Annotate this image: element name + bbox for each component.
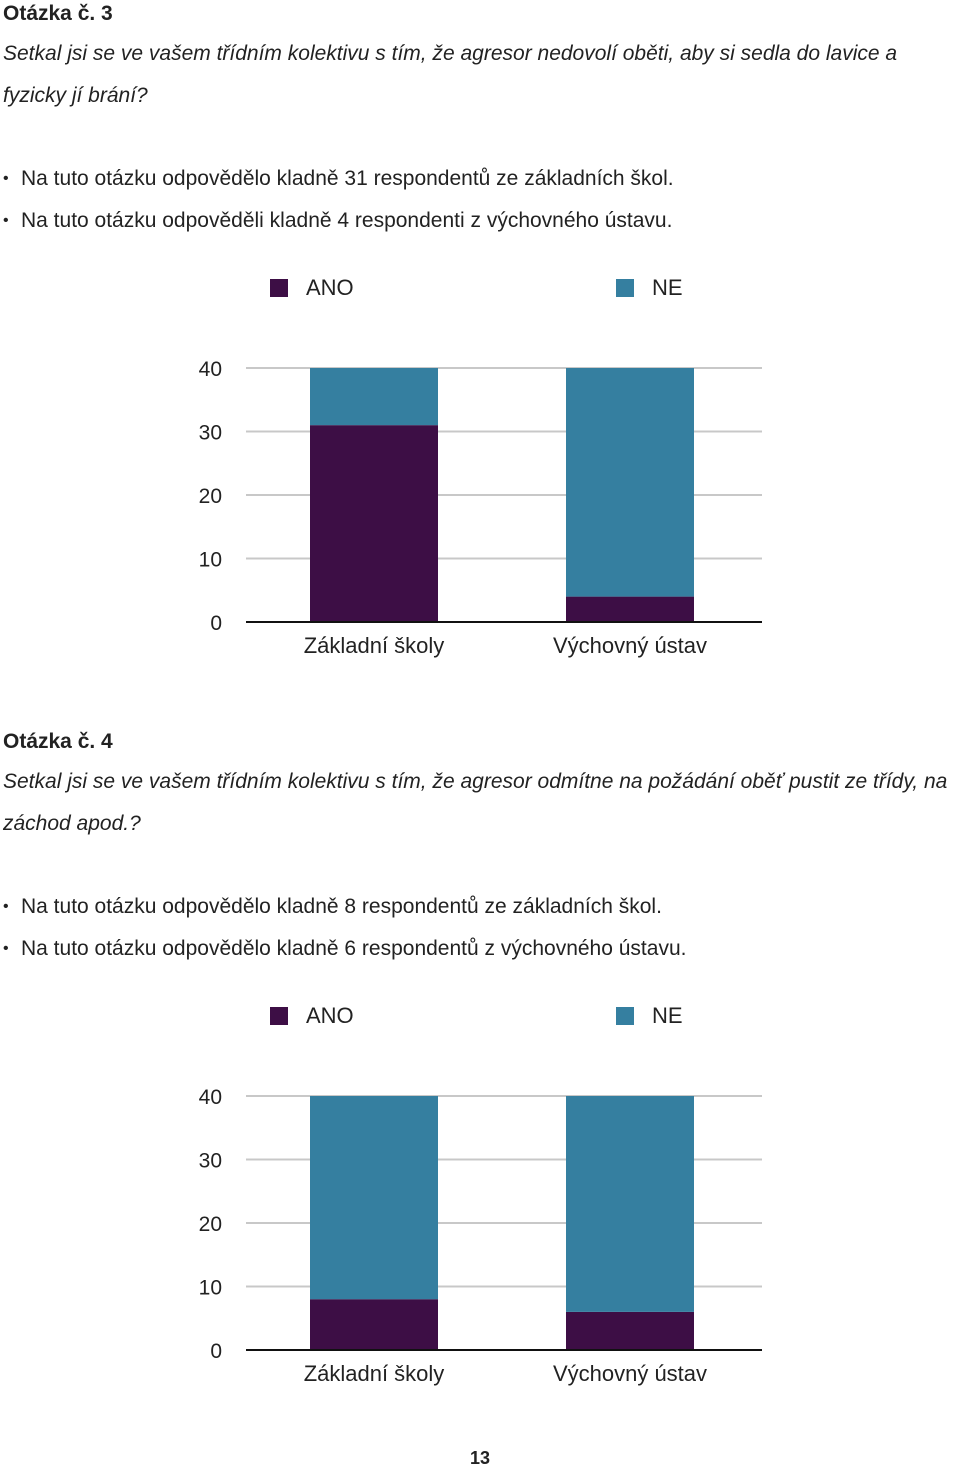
y-tick-label: 0 [210,1340,222,1363]
y-tick-label: 20 [199,485,222,508]
stacked-bar-chart: ANO NE 0 10 20 30 40 Základní školy Výchovný úst… [199,275,762,658]
legend-label: ANO [306,1003,354,1028]
question-3-text: Setkal jsi se ve vašem třídním kolektivu… [3,42,898,107]
bar-ano [566,1311,694,1350]
legend-swatch [270,279,288,297]
question-3-heading: Otázka č. 3 [3,2,113,25]
bar-ano [566,596,694,622]
question-3-answers: Na tuto otázku odpovědělo kladně 31 resp… [3,158,674,242]
bar-ne [310,368,438,426]
y-tick-label: 30 [199,422,222,445]
question-4-answers: Na tuto otázku odpovědělo kladně 8 respo… [3,886,686,970]
bar-ne [310,1096,438,1300]
legend-label: ANO [306,275,354,300]
y-tick-label: 30 [199,1150,222,1173]
page-number: 13 [469,1448,491,1468]
y-tick-label: 0 [210,612,222,635]
y-tick-label: 10 [199,1277,222,1300]
chart-question-3: ANO NE 0 10 20 30 40 Základní školy Výchovný úst… [0,260,960,675]
legend-swatch [270,1007,288,1025]
question-4-text: Setkal jsi se ve vašem třídním kolektivu… [3,770,948,835]
y-tick-label: 20 [199,1213,222,1236]
x-category-label: Základní školy [304,1361,445,1386]
legend-swatch [616,279,634,297]
answer-bullet: Na tuto otázku odpovědělo kladně 6 respo… [3,928,686,970]
bar-ano [310,425,438,622]
y-tick-label: 40 [199,358,222,381]
bar-ne [566,1096,694,1312]
bar-ano [310,1299,438,1350]
bar-ne [566,368,694,597]
y-tick-label: 40 [199,1086,222,1109]
chart-question-4: ANO NE 0 10 20 30 40 Základní školy Výchovný úst… [0,988,960,1403]
x-category-label: Výchovný ústav [553,633,707,658]
legend-swatch [616,1007,634,1025]
answer-bullet: Na tuto otázku odpovědělo kladně 31 resp… [3,158,674,200]
x-category-label: Základní školy [304,633,445,658]
legend-label: NE [652,1003,683,1028]
y-tick-label: 10 [199,549,222,572]
legend-label: NE [652,275,683,300]
question-4-heading: Otázka č. 4 [3,730,113,753]
x-category-label: Výchovný ústav [553,1361,707,1386]
answer-bullet: Na tuto otázku odpovědělo kladně 8 respo… [3,886,686,928]
answer-bullet: Na tuto otázku odpověděli kladně 4 respo… [3,200,674,242]
stacked-bar-chart: ANO NE 0 10 20 30 40 Základní školy Výchovný úst… [199,1003,762,1386]
